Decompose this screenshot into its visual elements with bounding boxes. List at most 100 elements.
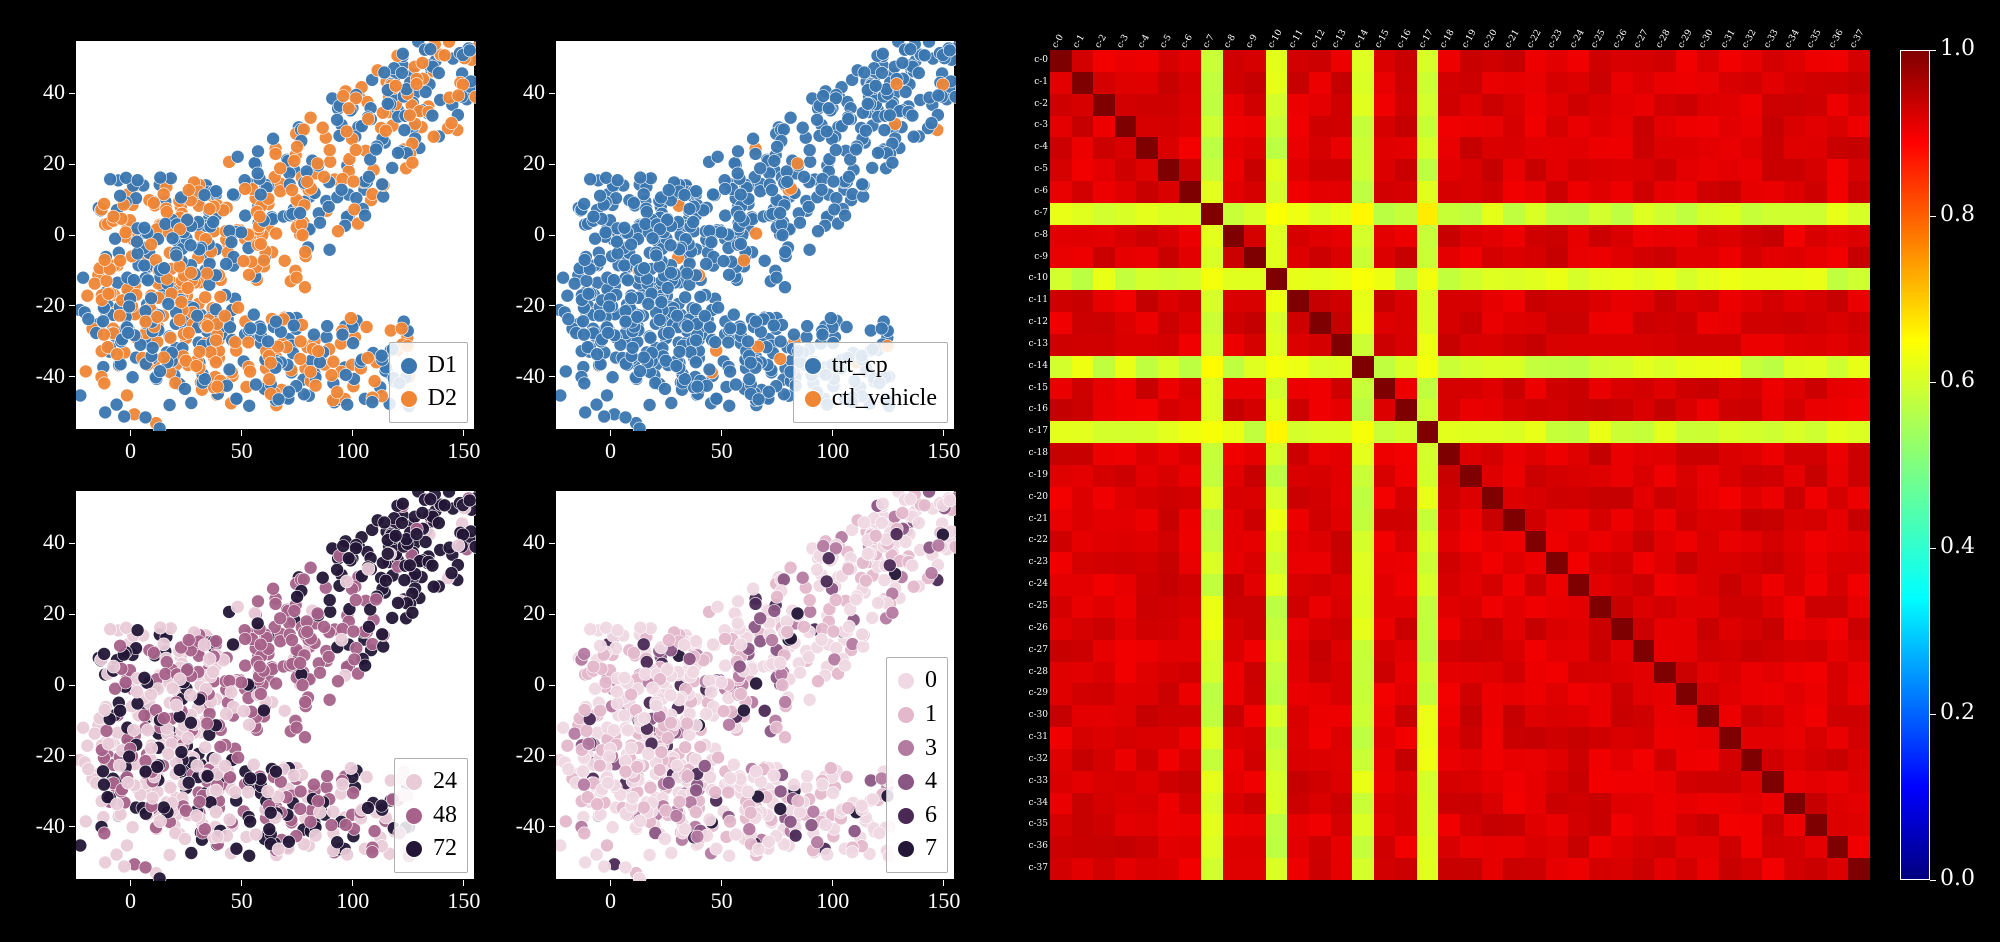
heatmap-xtick: c-21 [1503,28,1521,50]
heatmap-xtick: c-24 [1568,28,1586,50]
ytick-label: -40 [495,813,545,839]
legend-bottom_left: 244872 [394,758,468,873]
heatmap-xtick: c-0 [1050,33,1066,50]
legend-top_left: D1D2 [389,342,468,423]
ytick-label: -40 [15,813,65,839]
legend-marker-icon [405,840,423,858]
heatmap-ytick: c-0 [1022,55,1048,65]
heatmap-xtick: c-35 [1805,28,1823,50]
xtick-label: 150 [444,888,484,914]
heatmap-ytick: c-6 [1022,186,1048,196]
heatmap-ytick: c-32 [1022,754,1048,764]
legend-item: 6 [897,799,937,833]
heatmap-ytick: c-10 [1022,273,1048,283]
heatmap-ytick: c-30 [1022,710,1048,720]
legend-top_right: trt_cpctl_vehicle [793,342,948,423]
ytick-label: 20 [15,150,65,176]
ytick-label: -20 [15,292,65,318]
legend-marker-icon [897,672,915,690]
xtick-label: 0 [111,438,151,464]
ytick-label: 20 [495,600,545,626]
heatmap-ytick: c-4 [1022,142,1048,152]
xtick-label: 50 [222,438,262,464]
ytick-label: -20 [495,742,545,768]
ytick-label: 0 [495,671,545,697]
legend-marker-icon [804,390,822,408]
colorbar-tick: 0.6 [1940,368,1975,393]
heatmap-panel: c-0c-1c-2c-3c-4c-5c-6c-7c-8c-9c-10c-11c-… [1000,0,2000,942]
heatmap-ytick: c-20 [1022,492,1048,502]
heatmap-xtick: c-12 [1309,28,1327,50]
heatmap-ytick: c-29 [1022,688,1048,698]
heatmap-xtick: c-6 [1180,33,1196,50]
legend-item: ctl_vehicle [804,382,937,416]
heatmap-xtick: c-14 [1352,28,1370,50]
legend-label: trt_cp [832,349,888,383]
scatter-plot-top_right: trt_cpctl_vehicle [555,40,955,430]
legend-item: 72 [405,832,457,866]
colorbar-tick: 0.2 [1940,700,1975,725]
heatmap-ytick: c-35 [1022,819,1048,829]
heatmap-xtick: c-1 [1072,33,1088,50]
figure-root: D1D2050100150-40-2002040trt_cpctl_vehicl… [0,0,2000,942]
legend-marker-icon [897,739,915,757]
ytick-label: 0 [495,221,545,247]
xtick-label: 50 [702,888,742,914]
legend-label: 0 [925,664,937,698]
heatmap-xtick: c-15 [1374,28,1392,50]
heatmap-ytick: c-18 [1022,448,1048,458]
heatmap-ytick: c-34 [1022,798,1048,808]
ytick-label: 0 [15,671,65,697]
ytick-label: 20 [495,150,545,176]
heatmap-xtick: c-16 [1395,28,1413,50]
heatmap-ytick: c-24 [1022,579,1048,589]
legend-marker-icon [897,807,915,825]
legend-marker-icon [804,357,822,375]
heatmap-ytick: c-21 [1022,514,1048,524]
heatmap-xtick: c-26 [1611,28,1629,50]
heatmap-ytick: c-27 [1022,645,1048,655]
heatmap-ytick: c-36 [1022,841,1048,851]
heatmap-xtick: c-27 [1633,28,1651,50]
heatmap-xtick: c-30 [1697,28,1715,50]
heatmap [1050,50,1870,880]
legend-marker-icon [400,357,418,375]
ytick-label: 20 [15,600,65,626]
legend-label: D1 [428,349,457,383]
heatmap-ytick: c-7 [1022,208,1048,218]
ytick-label: -40 [15,363,65,389]
legend-item: 7 [897,832,937,866]
legend-item: D2 [400,382,457,416]
heatmap-xtick: c-13 [1331,28,1349,50]
ytick-label: 40 [495,529,545,555]
legend-marker-icon [897,706,915,724]
heatmap-xtick: c-22 [1525,28,1543,50]
xtick-label: 100 [813,438,853,464]
heatmap-ytick: c-9 [1022,252,1048,262]
heatmap-xtick: c-8 [1223,33,1239,50]
legend-label: D2 [428,382,457,416]
heatmap-ytick: c-15 [1022,383,1048,393]
heatmap-xtick: c-4 [1136,33,1152,50]
legend-label: 4 [925,765,937,799]
legend-marker-icon [405,807,423,825]
heatmap-ytick: c-13 [1022,339,1048,349]
legend-item: 4 [897,765,937,799]
colorbar-tick: 0.4 [1940,534,1975,559]
legend-item: 3 [897,732,937,766]
ytick-label: -20 [495,292,545,318]
xtick-label: 100 [333,888,373,914]
heatmap-ytick: c-2 [1022,99,1048,109]
heatmap-xtick: c-5 [1158,33,1174,50]
legend-label: 48 [433,799,457,833]
legend-item: D1 [400,349,457,383]
heatmap-ytick: c-1 [1022,77,1048,87]
legend-label: 3 [925,732,937,766]
heatmap-xtick: c-23 [1546,28,1564,50]
legend-item: 48 [405,799,457,833]
heatmap-ytick: c-26 [1022,623,1048,633]
colorbar-tick: 0.8 [1940,202,1975,227]
legend-marker-icon [897,773,915,791]
heatmap-ytick: c-14 [1022,361,1048,371]
heatmap-xtick: c-7 [1201,33,1217,50]
